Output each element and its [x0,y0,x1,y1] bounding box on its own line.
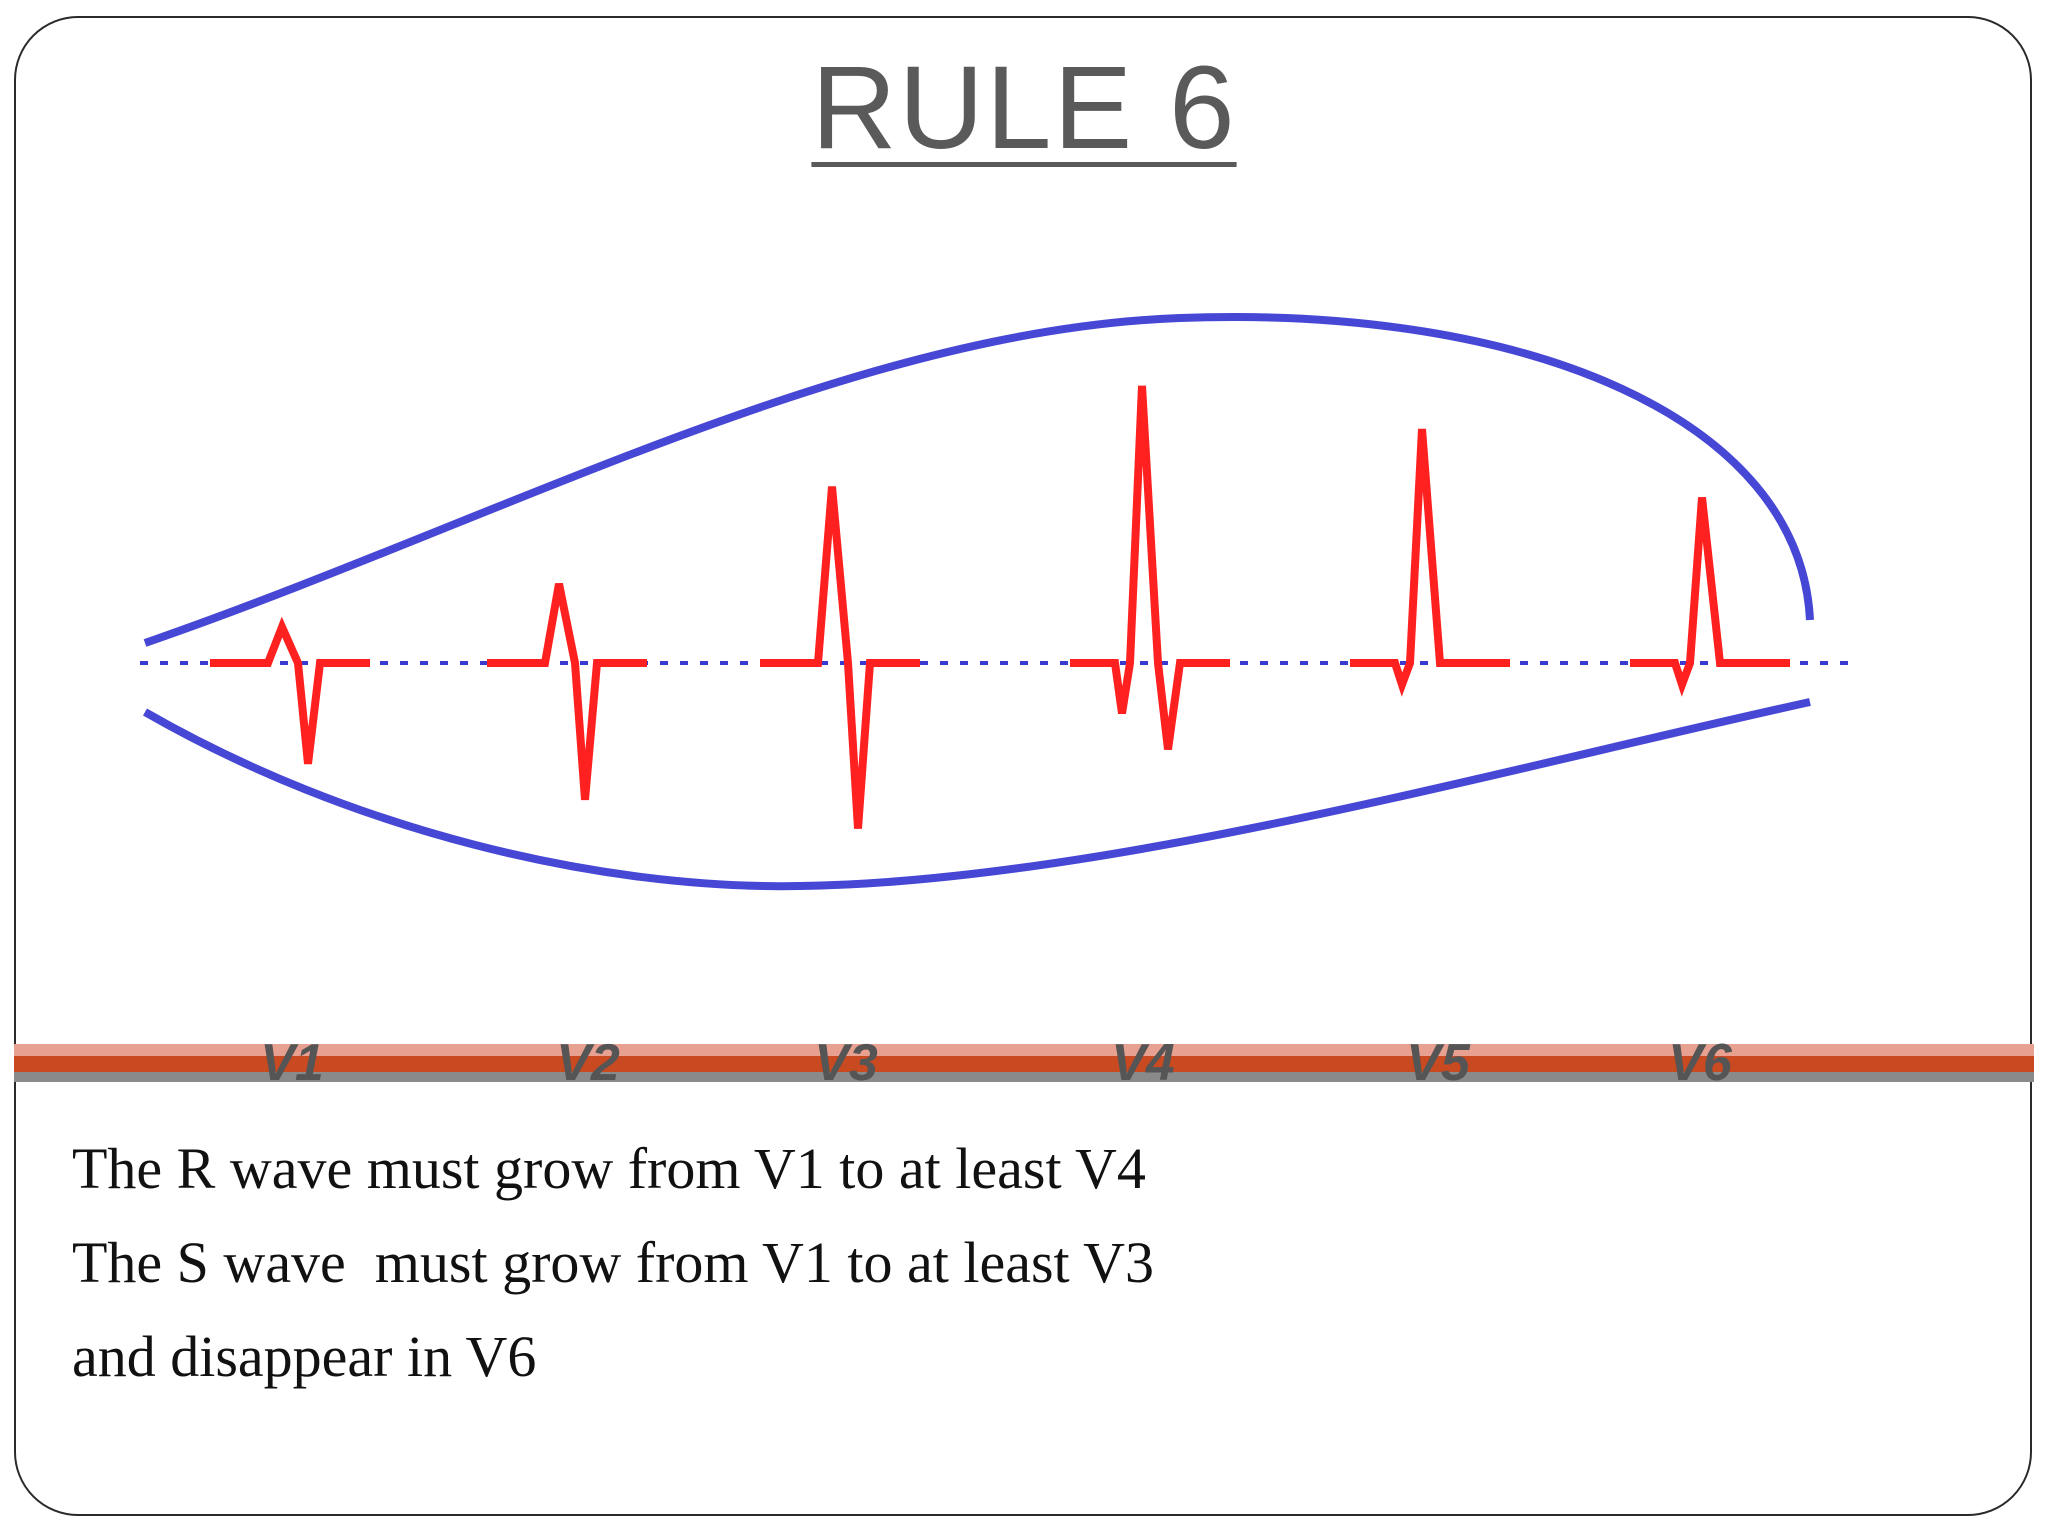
ecg-complex-v3 [760,486,920,829]
ecg-complex-v2 [487,583,647,801]
ecg-complex-v1 [210,616,370,765]
ecg-complex-v5 [1350,428,1510,697]
slide-frame [14,16,2032,1516]
body-text: The R wave must grow from V1 to at least… [72,1122,1154,1404]
band-gray [14,1072,2034,1082]
lower-envelope-curve [143,698,1811,891]
lead-label-v3: V3 [814,1034,878,1092]
text-line-3: and disappear in V6 [72,1324,537,1389]
slide-title: RULE 6 [811,42,1237,174]
ecg-complexes [210,385,1790,829]
ecg-complex-v6 [1630,496,1790,697]
upper-envelope-curve [143,313,1814,647]
lead-label-v4: V4 [1111,1034,1175,1092]
ecg-complex-v4 [1070,385,1230,750]
lead-label-v2: V2 [556,1034,620,1092]
lead-label-v1: V1 [260,1034,324,1092]
band-light [14,1044,2034,1056]
lead-label-v6: V6 [1668,1034,1733,1092]
text-line-2: The S wave must grow from V1 to at least… [72,1230,1154,1295]
lead-labels: V1 V2 V3 V4 V5 V6 [260,1034,1733,1092]
lead-label-v5: V5 [1406,1034,1471,1092]
text-line-1: The R wave must grow from V1 to at least… [72,1136,1146,1201]
band-dark [14,1056,2034,1072]
